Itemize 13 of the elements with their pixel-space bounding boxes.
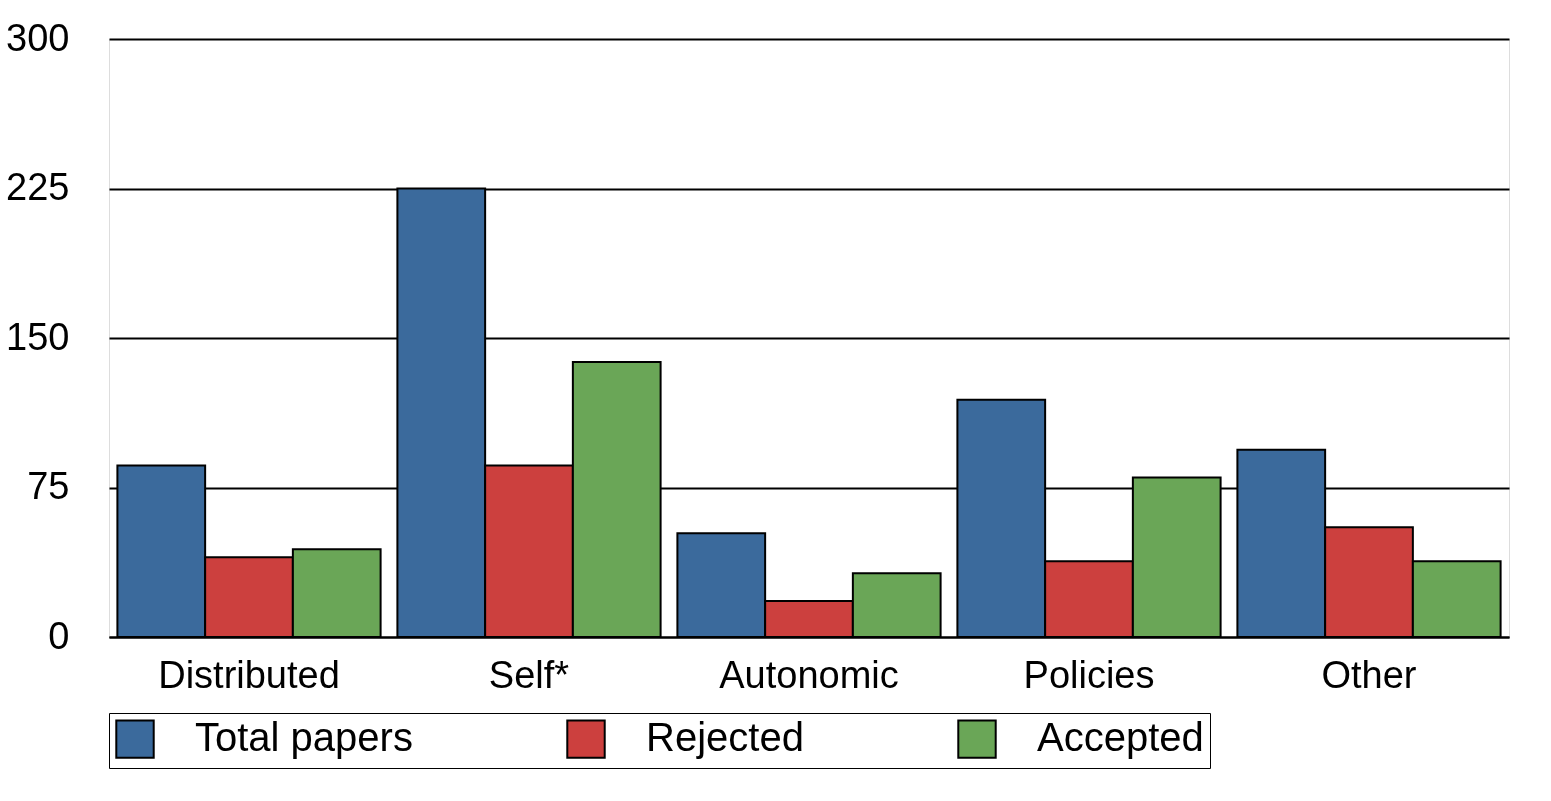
- legend-label: Accepted: [1037, 715, 1204, 760]
- x-tick-label: Distributed: [158, 653, 340, 696]
- y-tick-label: 75: [27, 465, 70, 507]
- y-tick-label: 300: [6, 16, 70, 59]
- x-tick-label: Other: [1321, 653, 1417, 696]
- x-tick-label: Self*: [488, 653, 570, 696]
- x-tick-label: Policies: [1023, 653, 1155, 696]
- y-tick-label: 225: [6, 166, 70, 208]
- y-tick-label: 150: [6, 315, 70, 358]
- legend-label: Total papers: [195, 715, 413, 760]
- y-tick-label: 0: [48, 614, 70, 657]
- x-tick-label: Autonomic: [719, 653, 899, 696]
- legend-label: Rejected: [646, 715, 804, 760]
